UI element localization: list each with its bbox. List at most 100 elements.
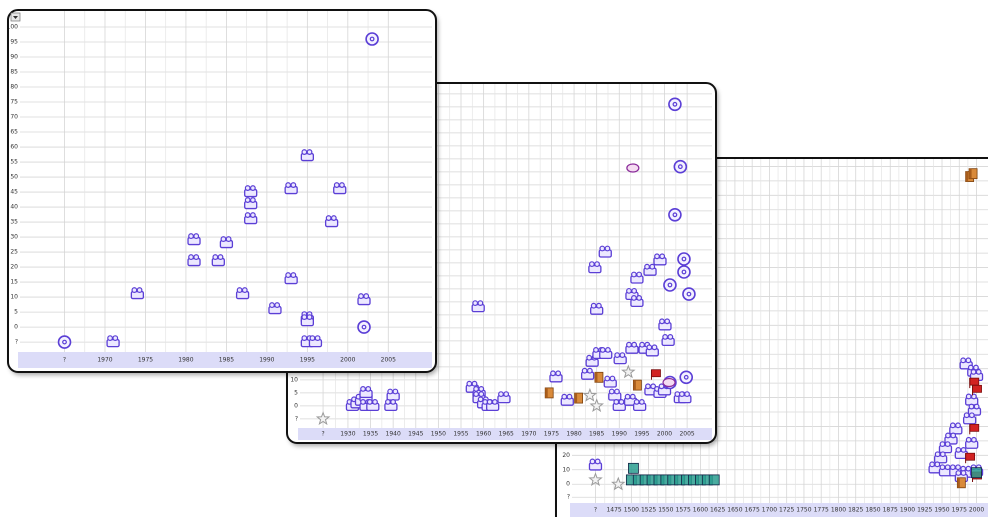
camera-reel: [241, 287, 248, 293]
camera-reel: [960, 357, 967, 364]
dropdown-button[interactable]: [10, 12, 21, 22]
star: [611, 476, 626, 491]
camera-reel: [325, 215, 332, 221]
camera-reel: [274, 302, 281, 308]
x-tick-label: 1975: [952, 507, 967, 514]
star: [315, 411, 331, 426]
camera-reel: [605, 347, 611, 353]
camera-reel: [608, 388, 615, 395]
disc-hole: [369, 36, 375, 42]
camera-reel: [188, 233, 194, 239]
camera-reel: [604, 245, 611, 252]
camera-reel: [646, 344, 653, 351]
x-tick-label: 1650: [727, 507, 742, 514]
star: [582, 387, 598, 402]
scatter-point: [497, 391, 511, 404]
scatter-point: [357, 293, 371, 306]
bubble: [626, 163, 640, 173]
y-tick-label: 45: [10, 189, 18, 196]
camera-reel: [968, 412, 975, 419]
scatter-point: [384, 399, 398, 412]
camera-reel: [290, 272, 297, 278]
camera-reel: [290, 182, 297, 188]
scatter-point: [549, 370, 563, 383]
book-spine: [594, 372, 598, 383]
camera-reel: [970, 436, 977, 443]
camera-reel: [654, 253, 660, 260]
scatter-point: [645, 344, 659, 357]
disc-ring: [673, 159, 688, 174]
star: [589, 398, 604, 413]
x-tick-label: 1975: [544, 431, 559, 438]
scatter-point: [560, 393, 574, 406]
x-tick-label: 2000: [340, 357, 355, 364]
book-spine: [545, 387, 548, 398]
scatter-point: [594, 371, 604, 383]
y-tick-label: 10: [10, 294, 18, 301]
x-tick-label: 1950: [431, 431, 446, 438]
x-tick-label: 1625: [710, 507, 725, 514]
book-spine: [633, 380, 636, 391]
star: [621, 364, 636, 379]
camera-reel: [244, 212, 251, 218]
disc-hole: [667, 282, 673, 288]
camera-reel: [658, 383, 665, 390]
x-axis-band: [298, 428, 712, 440]
disc-ring: [663, 278, 677, 292]
camera-reel: [973, 403, 980, 410]
y-tick-label: 55: [10, 159, 18, 166]
scatter-point: [663, 278, 677, 292]
disc-hole: [672, 101, 678, 107]
camera-reel: [478, 386, 485, 392]
scatter-point: [590, 302, 604, 315]
scatter-point: [625, 287, 639, 301]
chart-window: ? 1970 1975 1980 1985 1990 1995 2000 2005? 0 5 10 15…: [7, 9, 437, 373]
scatter-point: [588, 261, 602, 274]
camera-reel: [486, 399, 493, 405]
camera-reel: [503, 391, 510, 398]
camera-reel: [939, 464, 946, 471]
x-tick-label: 1985: [219, 357, 234, 364]
bubble: [662, 377, 676, 388]
scatter-point: [621, 364, 636, 379]
x-tick-label: 1725: [779, 507, 794, 514]
camera-reel: [649, 263, 656, 270]
scatter-point: [643, 263, 657, 276]
scatter-point: [968, 168, 978, 180]
scatter-point: [599, 347, 613, 360]
x-tick-label: 1475: [606, 507, 621, 514]
camera-reel: [225, 236, 232, 242]
scatter-point: [366, 399, 380, 412]
camera-reel: [392, 388, 399, 395]
camera-reel: [136, 287, 143, 293]
camera-reel: [365, 386, 372, 392]
camera-reel: [659, 318, 665, 325]
camera-reel: [949, 464, 956, 471]
scatter-point: [187, 254, 201, 267]
y-tick-label: 0: [14, 324, 18, 331]
camera-reel: [659, 253, 666, 260]
y-tick-label: 100: [7, 24, 19, 31]
camera-reel: [949, 422, 956, 429]
camera-reel: [249, 185, 256, 191]
scatter-point: [219, 236, 234, 249]
window-frame: [8, 10, 436, 372]
x-tick-label: 1550: [658, 507, 673, 514]
scatter-point: [708, 474, 720, 486]
camera-reel: [975, 368, 982, 375]
camera-reel: [593, 347, 599, 353]
disc-ring: [677, 265, 691, 279]
camera-reel: [590, 302, 597, 309]
x-tick-label: 1925: [917, 507, 932, 514]
scatter-point: [662, 377, 676, 388]
scatter-point: [632, 399, 647, 412]
book-spine: [965, 171, 969, 182]
y-tick-label: 0: [566, 481, 570, 488]
x-tick-label: 1985: [589, 431, 604, 438]
scatter-point: [359, 386, 373, 399]
camera-reel: [360, 399, 366, 405]
camera-reel: [662, 334, 669, 340]
camera-reel: [333, 182, 340, 188]
camera-reel: [967, 364, 974, 371]
